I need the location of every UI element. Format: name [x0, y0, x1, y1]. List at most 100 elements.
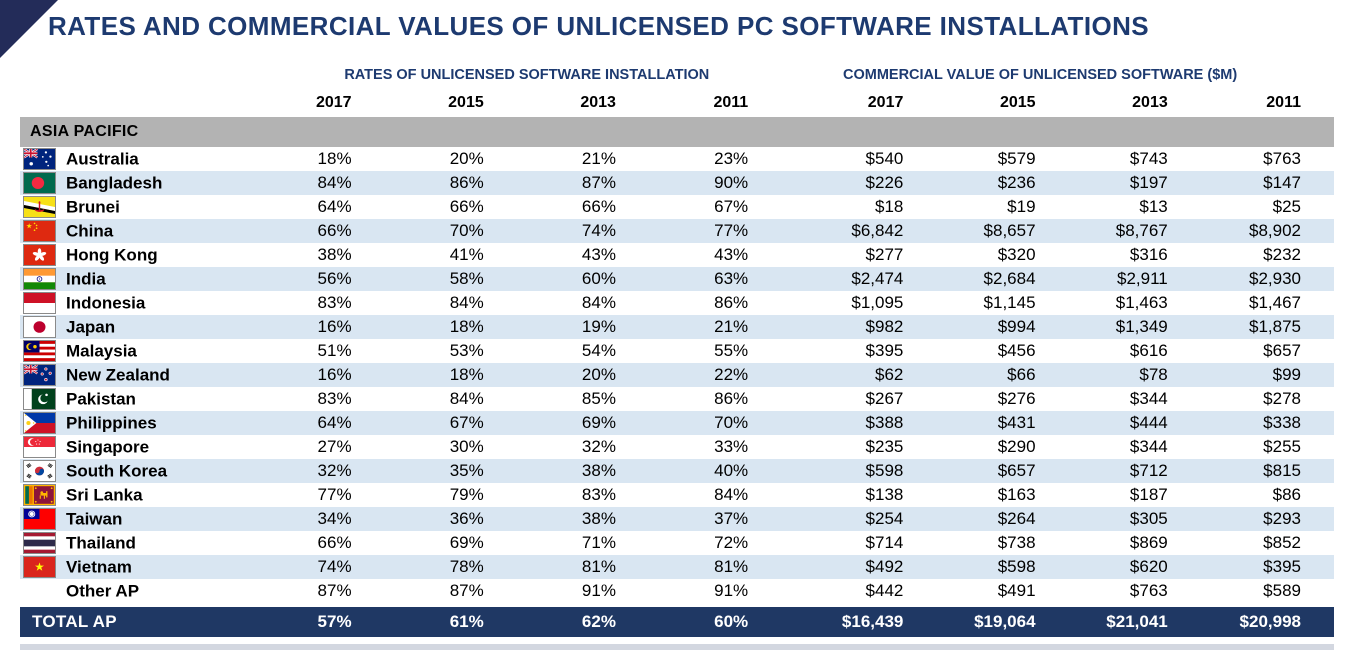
flag-taiwan-icon: [23, 508, 56, 531]
year-header-row: 2017 2015 2013 2011 2017 2015 2013 2011: [20, 88, 1334, 117]
value-cell: $714: [865, 533, 904, 552]
table-row: Singapore 27% 30% 32% 33% $235 $290 $344 $255: [20, 435, 1334, 459]
rate-cell: 32%: [581, 437, 616, 456]
rate-cell: 37%: [671, 507, 805, 531]
value-cell: $138: [865, 485, 904, 504]
year-header: 2017: [867, 93, 904, 111]
value-cell: $320: [997, 245, 1036, 264]
value-cell: $18: [874, 197, 904, 216]
table-row: Australia 18% 20% 21% 23% $540 $579 $743 $763: [20, 147, 1334, 171]
rate-cell: 41%: [449, 245, 484, 264]
value-cell: $344: [1129, 389, 1168, 408]
rate-cell: 27%: [317, 437, 352, 456]
country-label: Taiwan: [66, 509, 123, 529]
value-cell: $62: [804, 363, 937, 387]
rate-cell: 43%: [581, 245, 616, 264]
value-cell: $236: [936, 171, 1069, 195]
value-cell: $456: [997, 341, 1036, 360]
corner-triangle-decoration: [0, 0, 58, 58]
total-rate-cell: 61%: [407, 603, 540, 637]
rate-cell: 87%: [317, 581, 352, 600]
table-row: Vietnam 74% 78% 81% 81% $492 $598 $620 $395: [20, 555, 1334, 579]
rate-cell: 30%: [449, 437, 484, 456]
value-cell: $6,842: [804, 219, 937, 243]
total-value-cell: $19,064: [936, 603, 1069, 637]
group-header-row: RATES OF UNLICENSED SOFTWARE INSTALLATIO…: [20, 62, 1334, 88]
rate-cell: 33%: [714, 437, 749, 456]
country-cell: Japan: [20, 315, 276, 339]
rate-cell: 64%: [317, 197, 352, 216]
rate-cell: 63%: [671, 267, 805, 291]
country-label: Malaysia: [66, 341, 137, 361]
value-cell: $305: [1068, 507, 1201, 531]
rate-cell: 83%: [317, 293, 352, 312]
rate-cell: 67%: [714, 197, 749, 216]
value-cell: $492: [804, 555, 937, 579]
year-header: 2011: [713, 93, 749, 111]
rate-cell: 18%: [317, 149, 352, 168]
rate-cell: 56%: [275, 267, 408, 291]
table-row: Philippines 64% 67% 69% 70% $388 $431 $444 $338: [20, 411, 1334, 435]
value-cell: $2,684: [936, 267, 1069, 291]
country-cell: South Korea: [20, 459, 276, 483]
rate-cell: 20%: [539, 363, 672, 387]
total-rate-cell: 62%: [539, 603, 672, 637]
table-row: Other AP 87% 87% 91% 91% $442 $491 $763 $589: [20, 579, 1334, 605]
values-group-header: COMMERCIAL VALUE OF UNLICENSED SOFTWARE …: [842, 67, 1238, 83]
value-cell: $1,467: [1249, 293, 1301, 312]
rate-cell: 83%: [581, 485, 616, 504]
rate-cell: 84%: [581, 293, 616, 312]
flag-placeholder: [24, 581, 55, 601]
flag-australia-icon: [23, 148, 56, 171]
value-cell: $163: [997, 485, 1036, 504]
rate-cell: 58%: [407, 267, 540, 291]
rate-cell: 77%: [317, 485, 352, 504]
country-label: South Korea: [66, 461, 168, 481]
rate-cell: 53%: [449, 341, 484, 360]
year-header: 2013: [580, 93, 616, 111]
rate-cell: 16%: [275, 315, 408, 339]
rate-cell: 70%: [407, 219, 540, 243]
rate-cell: 69%: [539, 411, 672, 435]
total-label: TOTAL AP: [20, 603, 276, 637]
rate-cell: 35%: [407, 459, 540, 483]
rate-cell: 38%: [539, 459, 672, 483]
total-value-cell: $21,041: [1068, 603, 1201, 637]
rate-cell: 91%: [581, 581, 616, 600]
rate-cell: 86%: [407, 171, 540, 195]
country-label: Sri Lanka: [66, 485, 143, 505]
value-cell: $8,902: [1200, 219, 1334, 243]
value-cell: $388: [804, 411, 937, 435]
rate-cell: 81%: [671, 555, 805, 579]
year-header: 2013: [1132, 93, 1168, 111]
rate-cell: 20%: [449, 149, 484, 168]
table-row: Bangladesh 84% 86% 87% 90% $226 $236 $197 $147: [20, 171, 1334, 195]
region-band: ASIA PACIFIC: [20, 117, 1334, 147]
rate-cell: 40%: [671, 459, 805, 483]
table-row: Hong Kong 38% 41% 43% 43% $277 $320 $316 $232: [20, 243, 1334, 267]
value-cell: $8,767: [1068, 219, 1201, 243]
value-cell: $226: [804, 171, 937, 195]
rate-cell: 60%: [539, 267, 672, 291]
flag-malaysia-icon: [23, 340, 56, 363]
year-header: 2017: [315, 93, 352, 111]
value-cell: $25: [1272, 197, 1301, 216]
value-cell: $293: [1200, 507, 1334, 531]
country-cell: Indonesia: [20, 291, 275, 315]
total-rate-cell: 57%: [275, 603, 408, 637]
total-value-cell: $20,998: [1200, 603, 1334, 637]
rate-cell: 54%: [581, 341, 616, 360]
value-cell: $147: [1200, 171, 1334, 195]
country-cell: India: [20, 267, 276, 291]
country-cell: Brunei: [20, 195, 275, 219]
rate-cell: 81%: [539, 555, 672, 579]
table-row: New Zealand 16% 18% 20% 22% $62 $66 $78 $99: [20, 363, 1334, 387]
year-header-spacer: [20, 88, 275, 117]
page-title: RATES AND COMMERCIAL VALUES OF UNLICENSE…: [48, 11, 1149, 41]
rate-cell: 22%: [671, 363, 805, 387]
rate-cell: 18%: [407, 363, 540, 387]
country-label: Hong Kong: [66, 245, 158, 265]
value-cell: $616: [1129, 341, 1168, 360]
table-row: Brunei 64% 66% 66% 67% $18 $19 $13 $25: [20, 195, 1334, 219]
rate-cell: 70%: [671, 411, 805, 435]
